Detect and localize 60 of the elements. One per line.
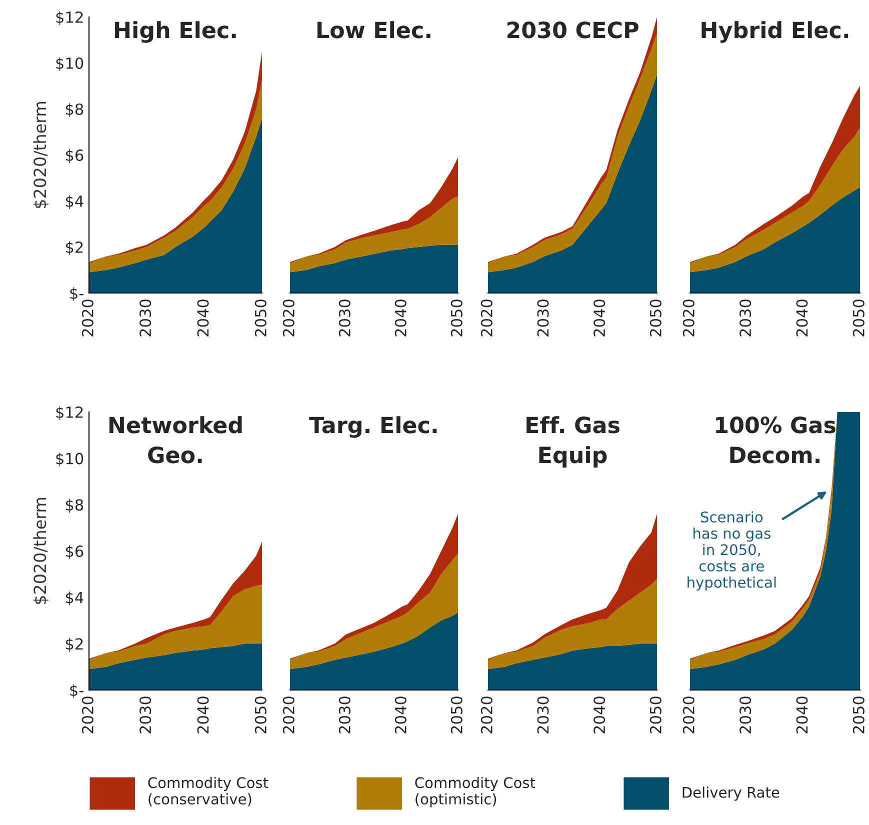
y-tick-label: $10: [56, 452, 84, 466]
x-tick-label: 2050: [450, 696, 462, 734]
x-tick-label: 2040: [197, 696, 209, 734]
y-tick-label: $2: [66, 241, 83, 256]
text: Eff. Gas Equip: [526, 416, 620, 468]
x-tick-label: 2030: [740, 300, 752, 336]
x-tick-label: 2020: [82, 300, 94, 336]
chart-title: 2030 CECP: [507, 22, 638, 38]
x-tick-label: 2040: [796, 696, 808, 734]
y-tick-label: $-: [70, 684, 84, 698]
y-axis-title: $2020/therm: [33, 102, 48, 208]
chart-title: High Elec.: [114, 21, 236, 43]
x-tick-label: 2020: [282, 300, 294, 336]
y-tick-label: $8: [66, 103, 84, 118]
y-tick-label: $4: [66, 592, 84, 606]
x-tick-label: 2020: [480, 696, 492, 734]
x-tick-label: 2030: [740, 696, 752, 734]
chart-title: Hybrid Elec.: [702, 21, 848, 43]
legend-label: Commodity Cost (optimistic): [415, 776, 536, 808]
x-tick-label: 2030: [338, 696, 350, 734]
x-tick-label: 2020: [282, 696, 294, 734]
x-tick-label: 2050: [650, 300, 662, 336]
x-tick-label: 2050: [254, 300, 266, 336]
text: 100% Gas Decom.: [716, 416, 836, 464]
x-tick-label: 2040: [197, 300, 209, 336]
x-tick-label: 2020: [480, 300, 492, 336]
x-tick-label: 2050: [650, 696, 662, 734]
x-tick-label: 2030: [537, 300, 549, 336]
annotation: Scenario has no gas in 2050, costs are hypothetical: [688, 511, 776, 591]
legend-label: Commodity Cost (conservative): [148, 776, 268, 806]
x-tick-label: 2030: [140, 300, 152, 336]
x-tick-label: 2020: [82, 696, 94, 734]
x-tick-label: 2020: [682, 696, 694, 734]
y-tick-label: $6: [66, 545, 84, 560]
y-tick-label: $8: [66, 498, 84, 513]
x-tick-label: 2030: [338, 300, 350, 336]
y-tick-label: $4: [66, 195, 84, 210]
x-tick-label: 2030: [537, 696, 549, 734]
x-tick-label: 2030: [140, 696, 152, 734]
y-tick-label: $6: [66, 149, 84, 164]
x-tick-label: 2020: [682, 300, 694, 336]
x-tick-label: 2050: [450, 300, 462, 336]
y-tick-label: $12: [56, 11, 83, 26]
y-tick-label: $2: [66, 638, 83, 652]
y-tick-label: $12: [56, 406, 83, 420]
x-tick-label: 2040: [394, 300, 406, 336]
y-tick-label: $-: [70, 287, 84, 302]
y-axis-title: $2020/therm: [33, 498, 48, 604]
legend-label: Delivery Rate: [682, 786, 780, 801]
x-tick-label: 2050: [852, 300, 864, 336]
x-tick-label: 2050: [254, 696, 266, 734]
text: Networked Geo.: [109, 416, 242, 464]
x-tick-label: 2040: [796, 300, 808, 336]
x-tick-label: 2040: [594, 300, 606, 336]
chart-title: Low Elec.: [317, 21, 430, 38]
x-tick-label: 2040: [394, 696, 406, 734]
y-tick-label: $10: [56, 57, 84, 72]
x-tick-label: 2040: [594, 696, 606, 734]
x-tick-label: 2050: [852, 696, 864, 734]
chart-title: Targ. Elec.: [309, 416, 437, 438]
